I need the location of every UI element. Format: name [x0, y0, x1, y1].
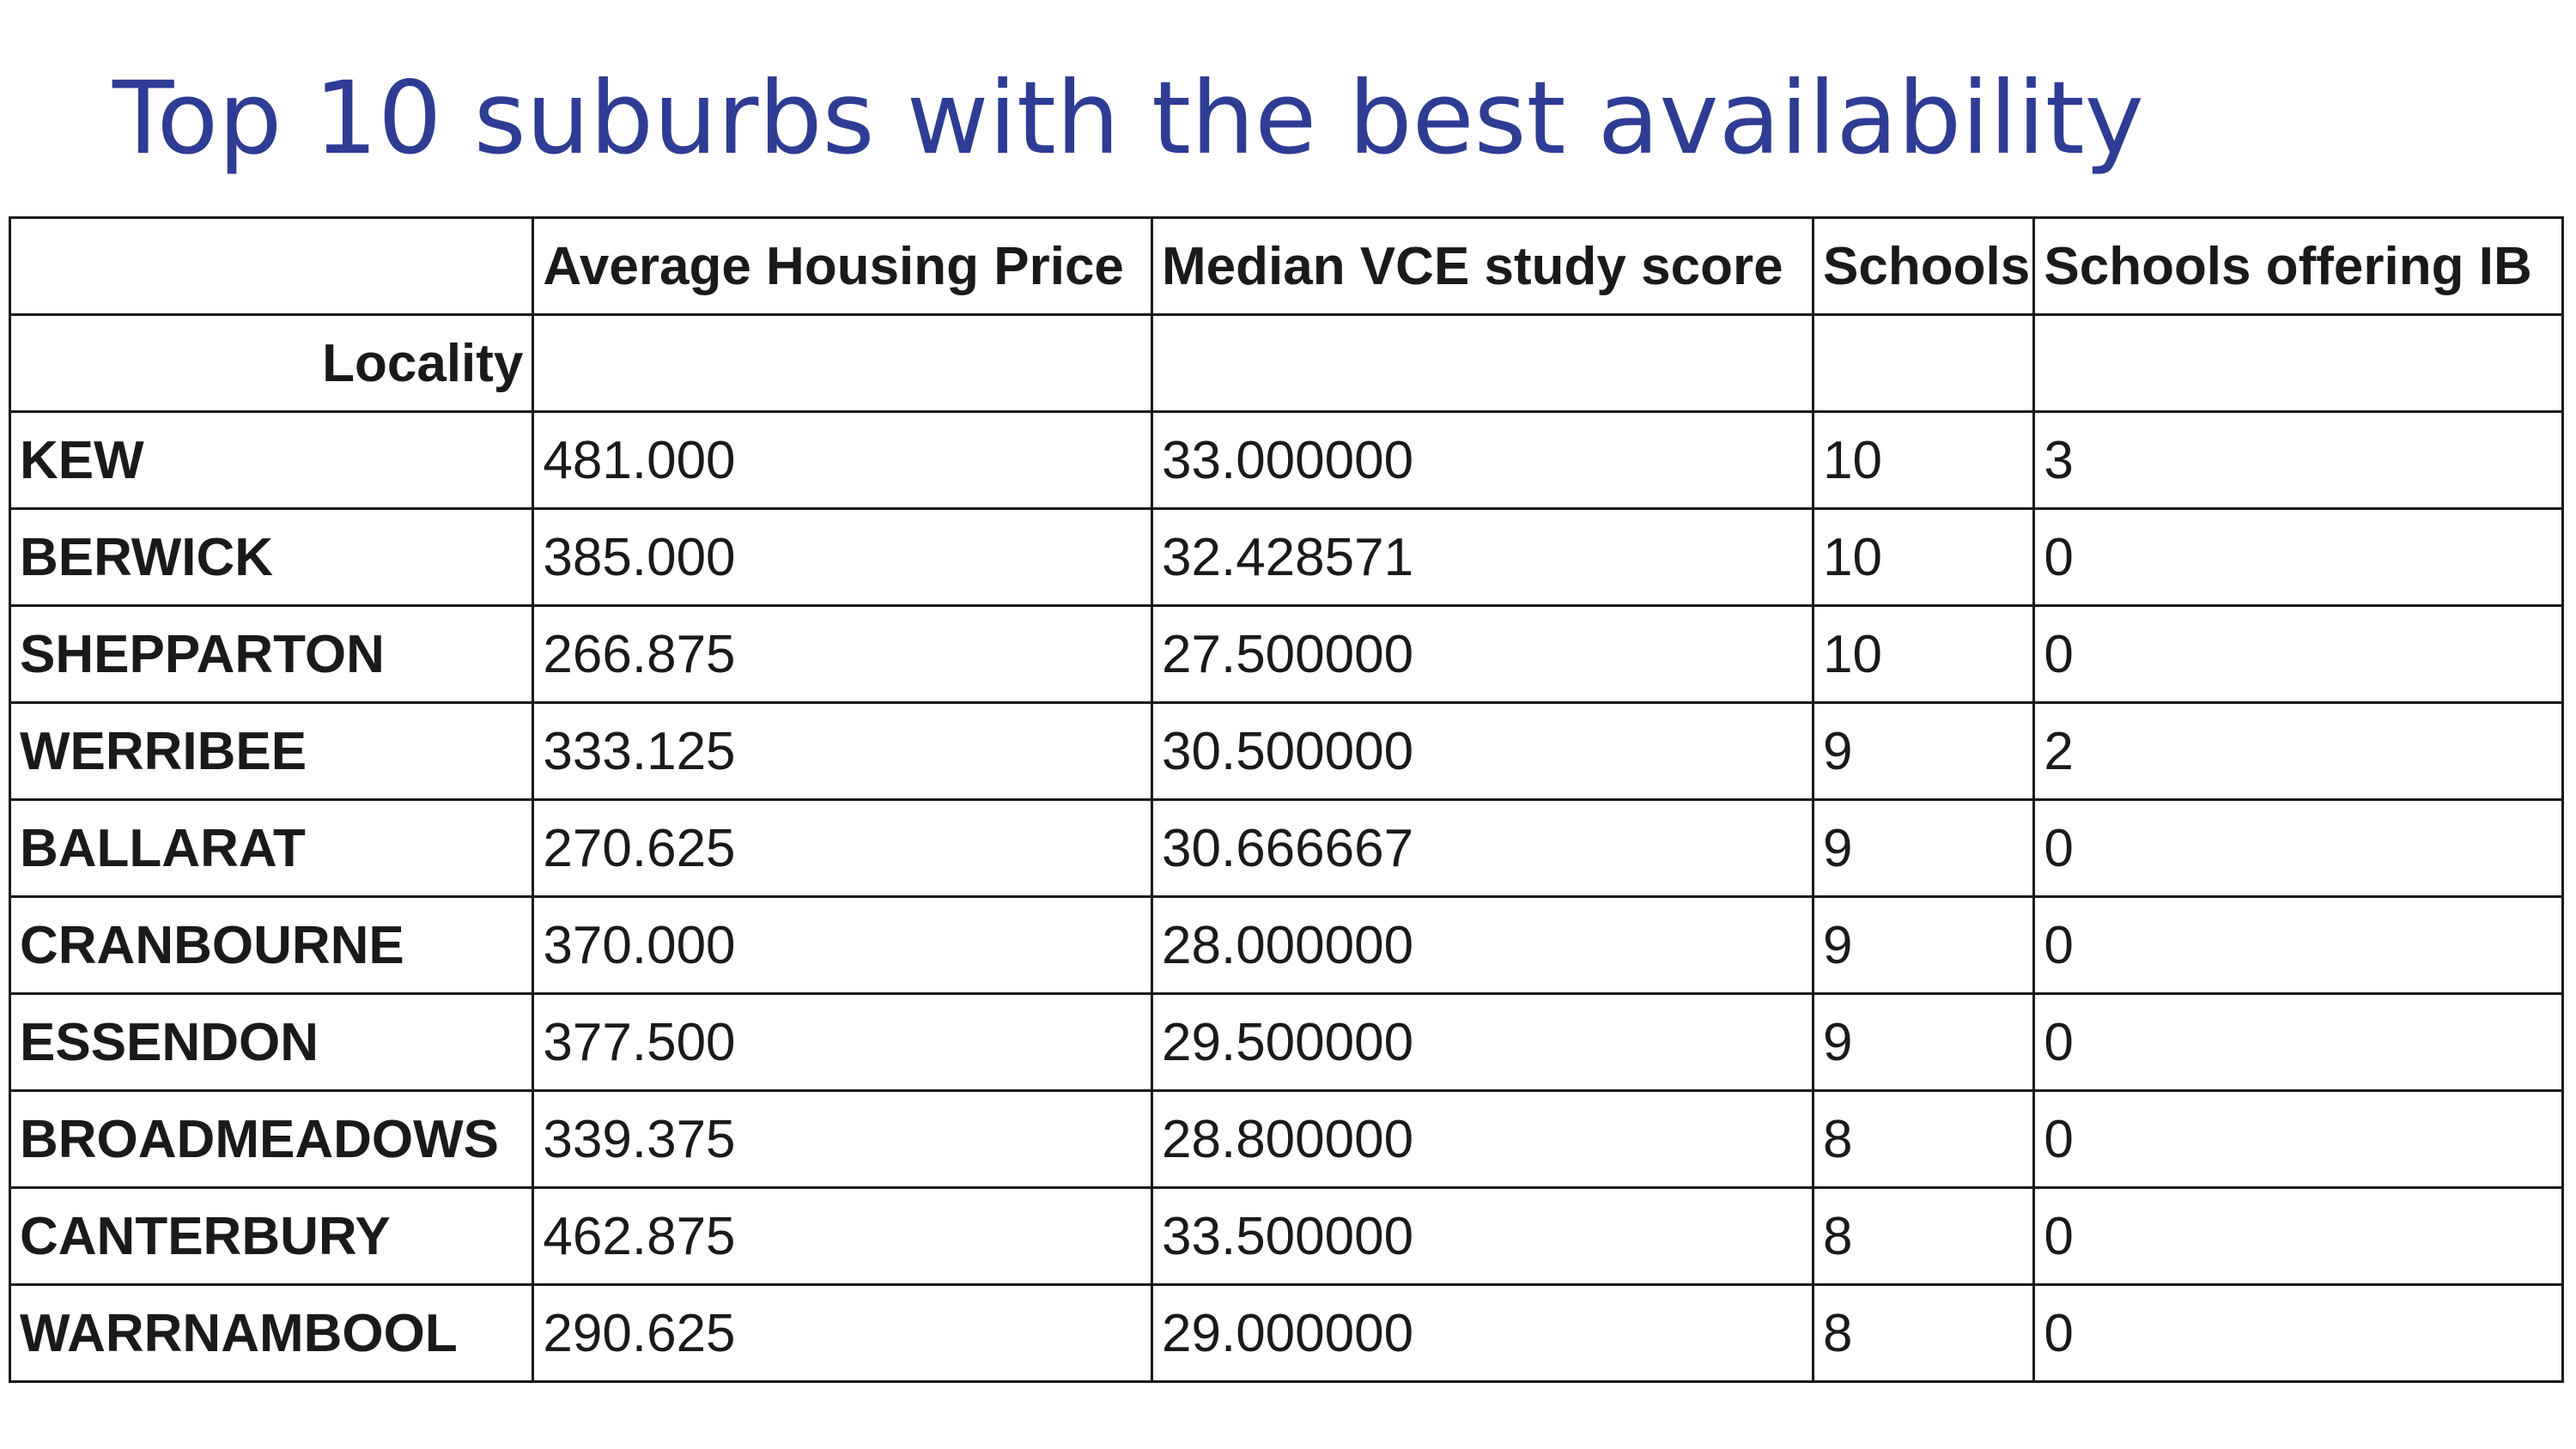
schools-offering-ib-cell: 0: [2032, 895, 2564, 995]
slide-title: Top 10 suburbs with the best availabilit…: [112, 59, 2144, 177]
locality-cell: BALLARAT: [8, 798, 535, 898]
average-housing-price-cell: 481.000: [532, 410, 1154, 510]
schools-cell: 8: [1812, 1283, 2036, 1383]
table-row: BROADMEADOWS 339.375 28.800000 8 0: [8, 1089, 2564, 1189]
schools-cell: 9: [1812, 701, 2036, 801]
column-header-median-vce-study-score: Median VCE study score: [1151, 216, 1815, 316]
column-header-average-housing-price: Average Housing Price: [532, 216, 1154, 316]
schools-cell: 8: [1812, 1186, 2036, 1286]
table-row: CANTERBURY 462.875 33.500000 8 0: [8, 1186, 2564, 1286]
schools-offering-ib-cell: 0: [2032, 798, 2564, 898]
table-row: ESSENDON 377.500 29.500000 9 0: [8, 992, 2564, 1092]
locality-cell: ESSENDON: [8, 992, 535, 1092]
schools-cell: 8: [1812, 1089, 2036, 1189]
locality-cell: WARRNAMBOOL: [8, 1283, 535, 1383]
corner-cell: [8, 216, 535, 316]
average-housing-price-cell: 462.875: [532, 1186, 1154, 1286]
locality-cell: BERWICK: [8, 507, 535, 607]
average-housing-price-cell: 290.625: [532, 1283, 1154, 1383]
table-body: KEW 481.000 33.000000 10 3 BERWICK 385.000 32.4…: [8, 410, 2564, 1383]
index-name-locality: Locality: [8, 313, 535, 413]
locality-cell: KEW: [8, 410, 535, 510]
median-vce-study-score-cell: 33.500000: [1151, 1186, 1815, 1286]
schools-offering-ib-cell: 0: [2032, 507, 2564, 607]
locality-cell: WERRIBEE: [8, 701, 535, 801]
index-name-row: Locality: [8, 313, 2564, 413]
schools-offering-ib-cell: 0: [2032, 1283, 2564, 1383]
schools-cell: 10: [1812, 604, 2036, 704]
data-table: Average Housing Price Median VCE study s…: [8, 216, 2564, 1383]
median-vce-study-score-cell: 30.666667: [1151, 798, 1815, 898]
schools-offering-ib-cell: 0: [2032, 1186, 2564, 1286]
table-row: BERWICK 385.000 32.428571 10 0: [8, 507, 2564, 607]
locality-cell: BROADMEADOWS: [8, 1089, 535, 1189]
table-row: KEW 481.000 33.000000 10 3: [8, 410, 2564, 510]
schools-offering-ib-cell: 2: [2032, 701, 2564, 801]
column-header-row: Average Housing Price Median VCE study s…: [8, 216, 2564, 316]
schools-cell: 10: [1812, 507, 2036, 607]
schools-offering-ib-cell: 3: [2032, 410, 2564, 510]
average-housing-price-cell: 385.000: [532, 507, 1154, 607]
median-vce-study-score-cell: 29.000000: [1151, 1283, 1815, 1383]
schools-offering-ib-cell: 0: [2032, 1089, 2564, 1189]
average-housing-price-cell: 270.625: [532, 798, 1154, 898]
schools-cell: 9: [1812, 992, 2036, 1092]
table-row: WERRIBEE 333.125 30.500000 9 2: [8, 701, 2564, 801]
table-row: WARRNAMBOOL 290.625 29.000000 8 0: [8, 1283, 2564, 1383]
schools-cell: 10: [1812, 410, 2036, 510]
column-header-schools-offering-ib: Schools offering IB: [2032, 216, 2564, 316]
locality-cell: SHEPPARTON: [8, 604, 535, 704]
median-vce-study-score-cell: 28.000000: [1151, 895, 1815, 995]
schools-offering-ib-cell: 0: [2032, 992, 2564, 1092]
median-vce-study-score-cell: 29.500000: [1151, 992, 1815, 1092]
table-row: BALLARAT 270.625 30.666667 9 0: [8, 798, 2564, 898]
empty-header-cell: [532, 313, 1154, 413]
schools-cell: 9: [1812, 895, 2036, 995]
table-container: Average Housing Price Median VCE study s…: [8, 216, 2564, 1383]
table-row: SHEPPARTON 266.875 27.500000 10 0: [8, 604, 2564, 704]
empty-header-cell: [1151, 313, 1815, 413]
empty-header-cell: [2032, 313, 2564, 413]
average-housing-price-cell: 339.375: [532, 1089, 1154, 1189]
median-vce-study-score-cell: 32.428571: [1151, 507, 1815, 607]
locality-cell: CANTERBURY: [8, 1186, 535, 1286]
average-housing-price-cell: 333.125: [532, 701, 1154, 801]
median-vce-study-score-cell: 27.500000: [1151, 604, 1815, 704]
column-header-schools: Schools: [1812, 216, 2036, 316]
median-vce-study-score-cell: 30.500000: [1151, 701, 1815, 801]
schools-cell: 9: [1812, 798, 2036, 898]
average-housing-price-cell: 266.875: [532, 604, 1154, 704]
locality-cell: CRANBOURNE: [8, 895, 535, 995]
average-housing-price-cell: 377.500: [532, 992, 1154, 1092]
empty-header-cell: [1812, 313, 2036, 413]
average-housing-price-cell: 370.000: [532, 895, 1154, 995]
median-vce-study-score-cell: 33.000000: [1151, 410, 1815, 510]
table-row: CRANBOURNE 370.000 28.000000 9 0: [8, 895, 2564, 995]
table-header: Average Housing Price Median VCE study s…: [8, 216, 2564, 413]
median-vce-study-score-cell: 28.800000: [1151, 1089, 1815, 1189]
schools-offering-ib-cell: 0: [2032, 604, 2564, 704]
